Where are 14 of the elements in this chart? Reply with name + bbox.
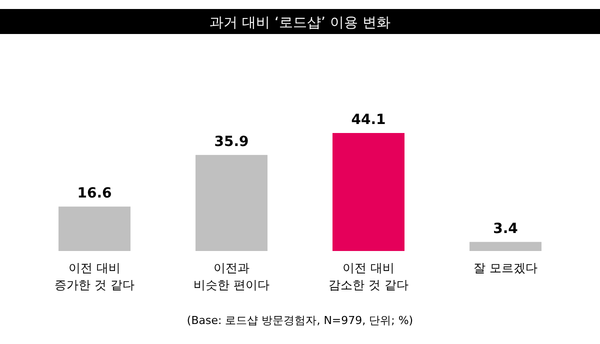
data-label: 44.1 <box>351 112 386 128</box>
data-label: 16.6 <box>77 186 112 202</box>
text: (Base: 로드샵 방문경험자, N=979, 단위; %) <box>186 314 414 327</box>
bar <box>58 206 130 251</box>
chart-title: 과거 대비 ‘로드샵’ 이용 변화 <box>210 15 390 31</box>
bar <box>332 133 404 251</box>
data-label: 35.9 <box>214 134 249 150</box>
x-tick-label: 이전 대비 증가한 것 같다 <box>54 261 134 292</box>
x-tick-label: 이전 대비 감소한 것 같다 <box>328 261 408 292</box>
data-label: 3.4 <box>493 220 518 237</box>
x-tick-label: 잘 모르겠다 <box>474 261 538 275</box>
bar <box>470 242 542 251</box>
bar <box>196 154 268 251</box>
x-tick-label: 이전과 비슷한 편이다 <box>194 261 270 292</box>
